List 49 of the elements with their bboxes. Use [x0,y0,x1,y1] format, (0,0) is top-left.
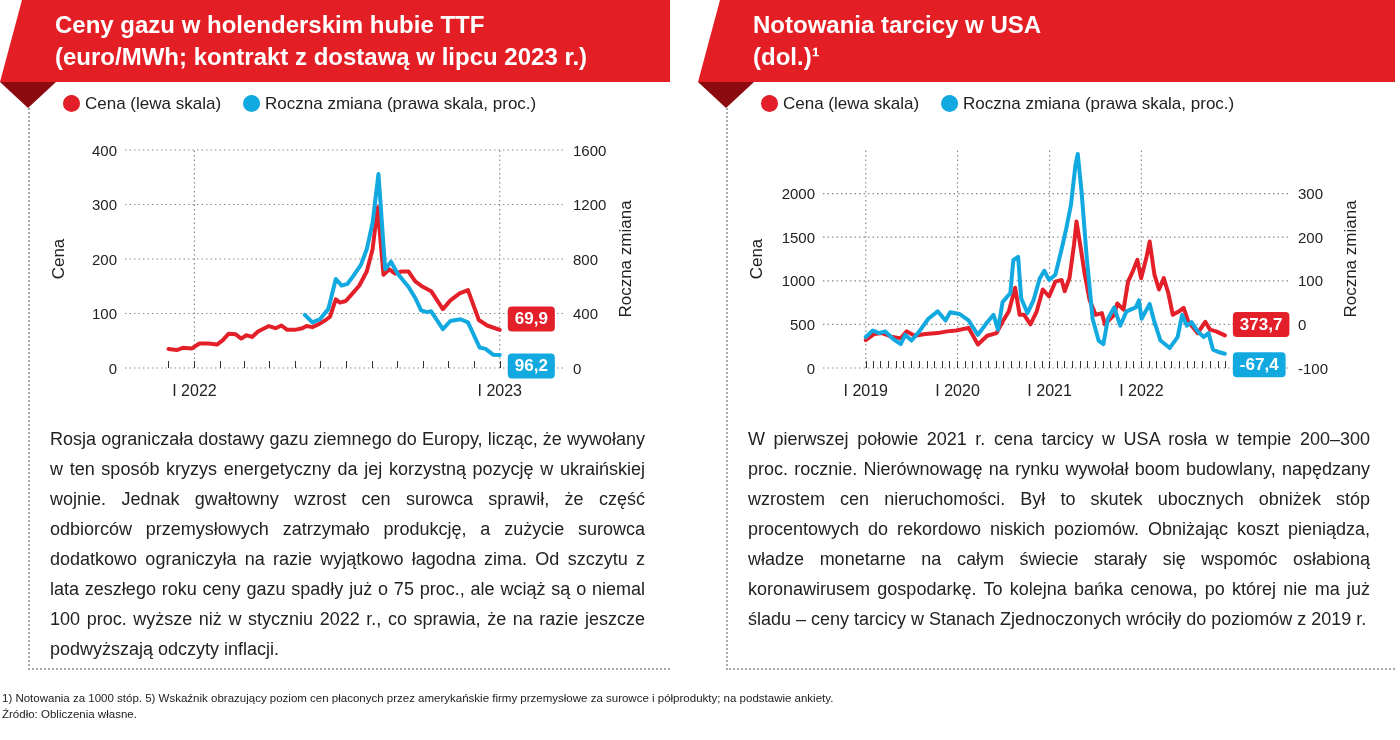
y-tick-label: 1500 [781,228,815,246]
text: 1) Notowania za 1000 stóp. 5) Wskaźnik obrazujący poziom cen płaconych przez amerykańskie firmy przemysłowe za surowce i półprodukty; na podstawie ankiety. [2,691,834,706]
y2-tick-label: 300 [1298,185,1324,203]
text: Rosja ograniczała dostawy gazu ziemnego do Europy, licząc, że wywołany w ten sposób kryzys energetyczny da jej korzystną pozycję w ukraińskiej wojnie. Jednak gwałtowny wzrost cen surowca sprawił, że część odbiorców przemysłowych zatrzymało produkcję, a zużycie surowca dodatkowo ograniczyła na razie wyjątkowo łagodna zima. Od szczytu z lata zeszłego roku ceny gazu spadły już o 75 proc., ale wciąż są o niemal 100 proc. wyższe niż w styczniu 2022 r., co sprawia, że na razie jeszcze podwyższają odczyty inflacji. [50,428,645,661]
y2-axis-title: Roczna zmiana [616,199,636,318]
chart-title: Ceny gazu w holenderskim hubie TTF [55,10,486,40]
x-tick-label: I 2021 [1027,381,1072,399]
line-series [863,151,1227,356]
legend-label: Roczna zmiana (prawa skala, proc.) [265,94,537,113]
y-tick-label: 0 [806,359,815,377]
y-tick-label: 2000 [781,185,815,203]
y2-tick-label: 200 [1298,228,1324,246]
data-label: -67,4 [1239,355,1280,375]
y2-tick-label: 100 [1298,272,1324,290]
y-tick-label: 200 [91,250,117,268]
x-tick-label: I 2022 [172,381,217,399]
x-tick-label: I 2019 [843,381,889,399]
text: W pierwszej połowie 2021 r. cena tarcicy w USA rosła w tempie 200–300 proc. rocznie. Nierównowagę na rynku wywołał boom budowlany, napędzany wzrostem cen nieruchomości. Był to skutek ubocznych obniżek stóp procentowych do rekordowo niskich poziomów. Obniżając koszt pieniądza, władze monetarne na całym świecie starały się wspomóc osłabioną koronawirusem gospodarkę. To kolejna bańka cenowa, po której nie ma już śladu – ceny tarcicy w Stanach Zjednoczonych wróciły do poziomów z 2019 r. [748,428,1370,631]
y2-tick-label: 800 [573,250,599,268]
line-series [166,205,502,353]
y-tick-label: 100 [91,305,117,322]
y-tick-label: 1000 [781,272,815,290]
x-tick-label: I 2022 [1119,381,1164,399]
y2-tick-label: 0 [1298,315,1307,333]
y2-tick-label: 1200 [573,196,607,213]
legend-label: Cena (lewa skala) [783,94,920,113]
data-label: 69,9 [514,309,548,329]
chart-subtitle: (dol.)¹ [753,42,821,72]
y-tick-label: 300 [91,196,117,213]
y2-axis-title: Roczna zmiana [1341,199,1360,318]
data-label: 373,7 [1239,314,1283,334]
legend-label: Cena (lewa skala) [85,94,222,113]
y2-tick-label: 1600 [573,141,607,159]
y2-tick-label: 400 [573,305,599,322]
line-series [302,171,502,357]
y-tick-label: 500 [789,315,815,333]
data-label: 96,2 [514,356,548,376]
y-tick-label: 400 [91,141,117,159]
legend-label: Roczna zmiana (prawa skala, proc.) [963,94,1235,113]
y2-tick-label: 0 [573,359,582,377]
text: Źródło: Obliczenia własne. [2,707,138,722]
y2-tick-label: -100 [1298,359,1329,377]
chart-subtitle: (euro/MWh; kontrakt z dostawą w lipcu 2023 r.) [55,42,588,72]
x-tick-label: I 2020 [935,381,980,399]
x-tick-label: I 2023 [477,381,523,399]
y-axis-title: Cena [747,238,766,280]
y-axis-title: Cena [49,238,68,280]
chart-title: Notowania tarcicy w USA [753,10,1042,40]
y-tick-label: 0 [108,359,117,377]
